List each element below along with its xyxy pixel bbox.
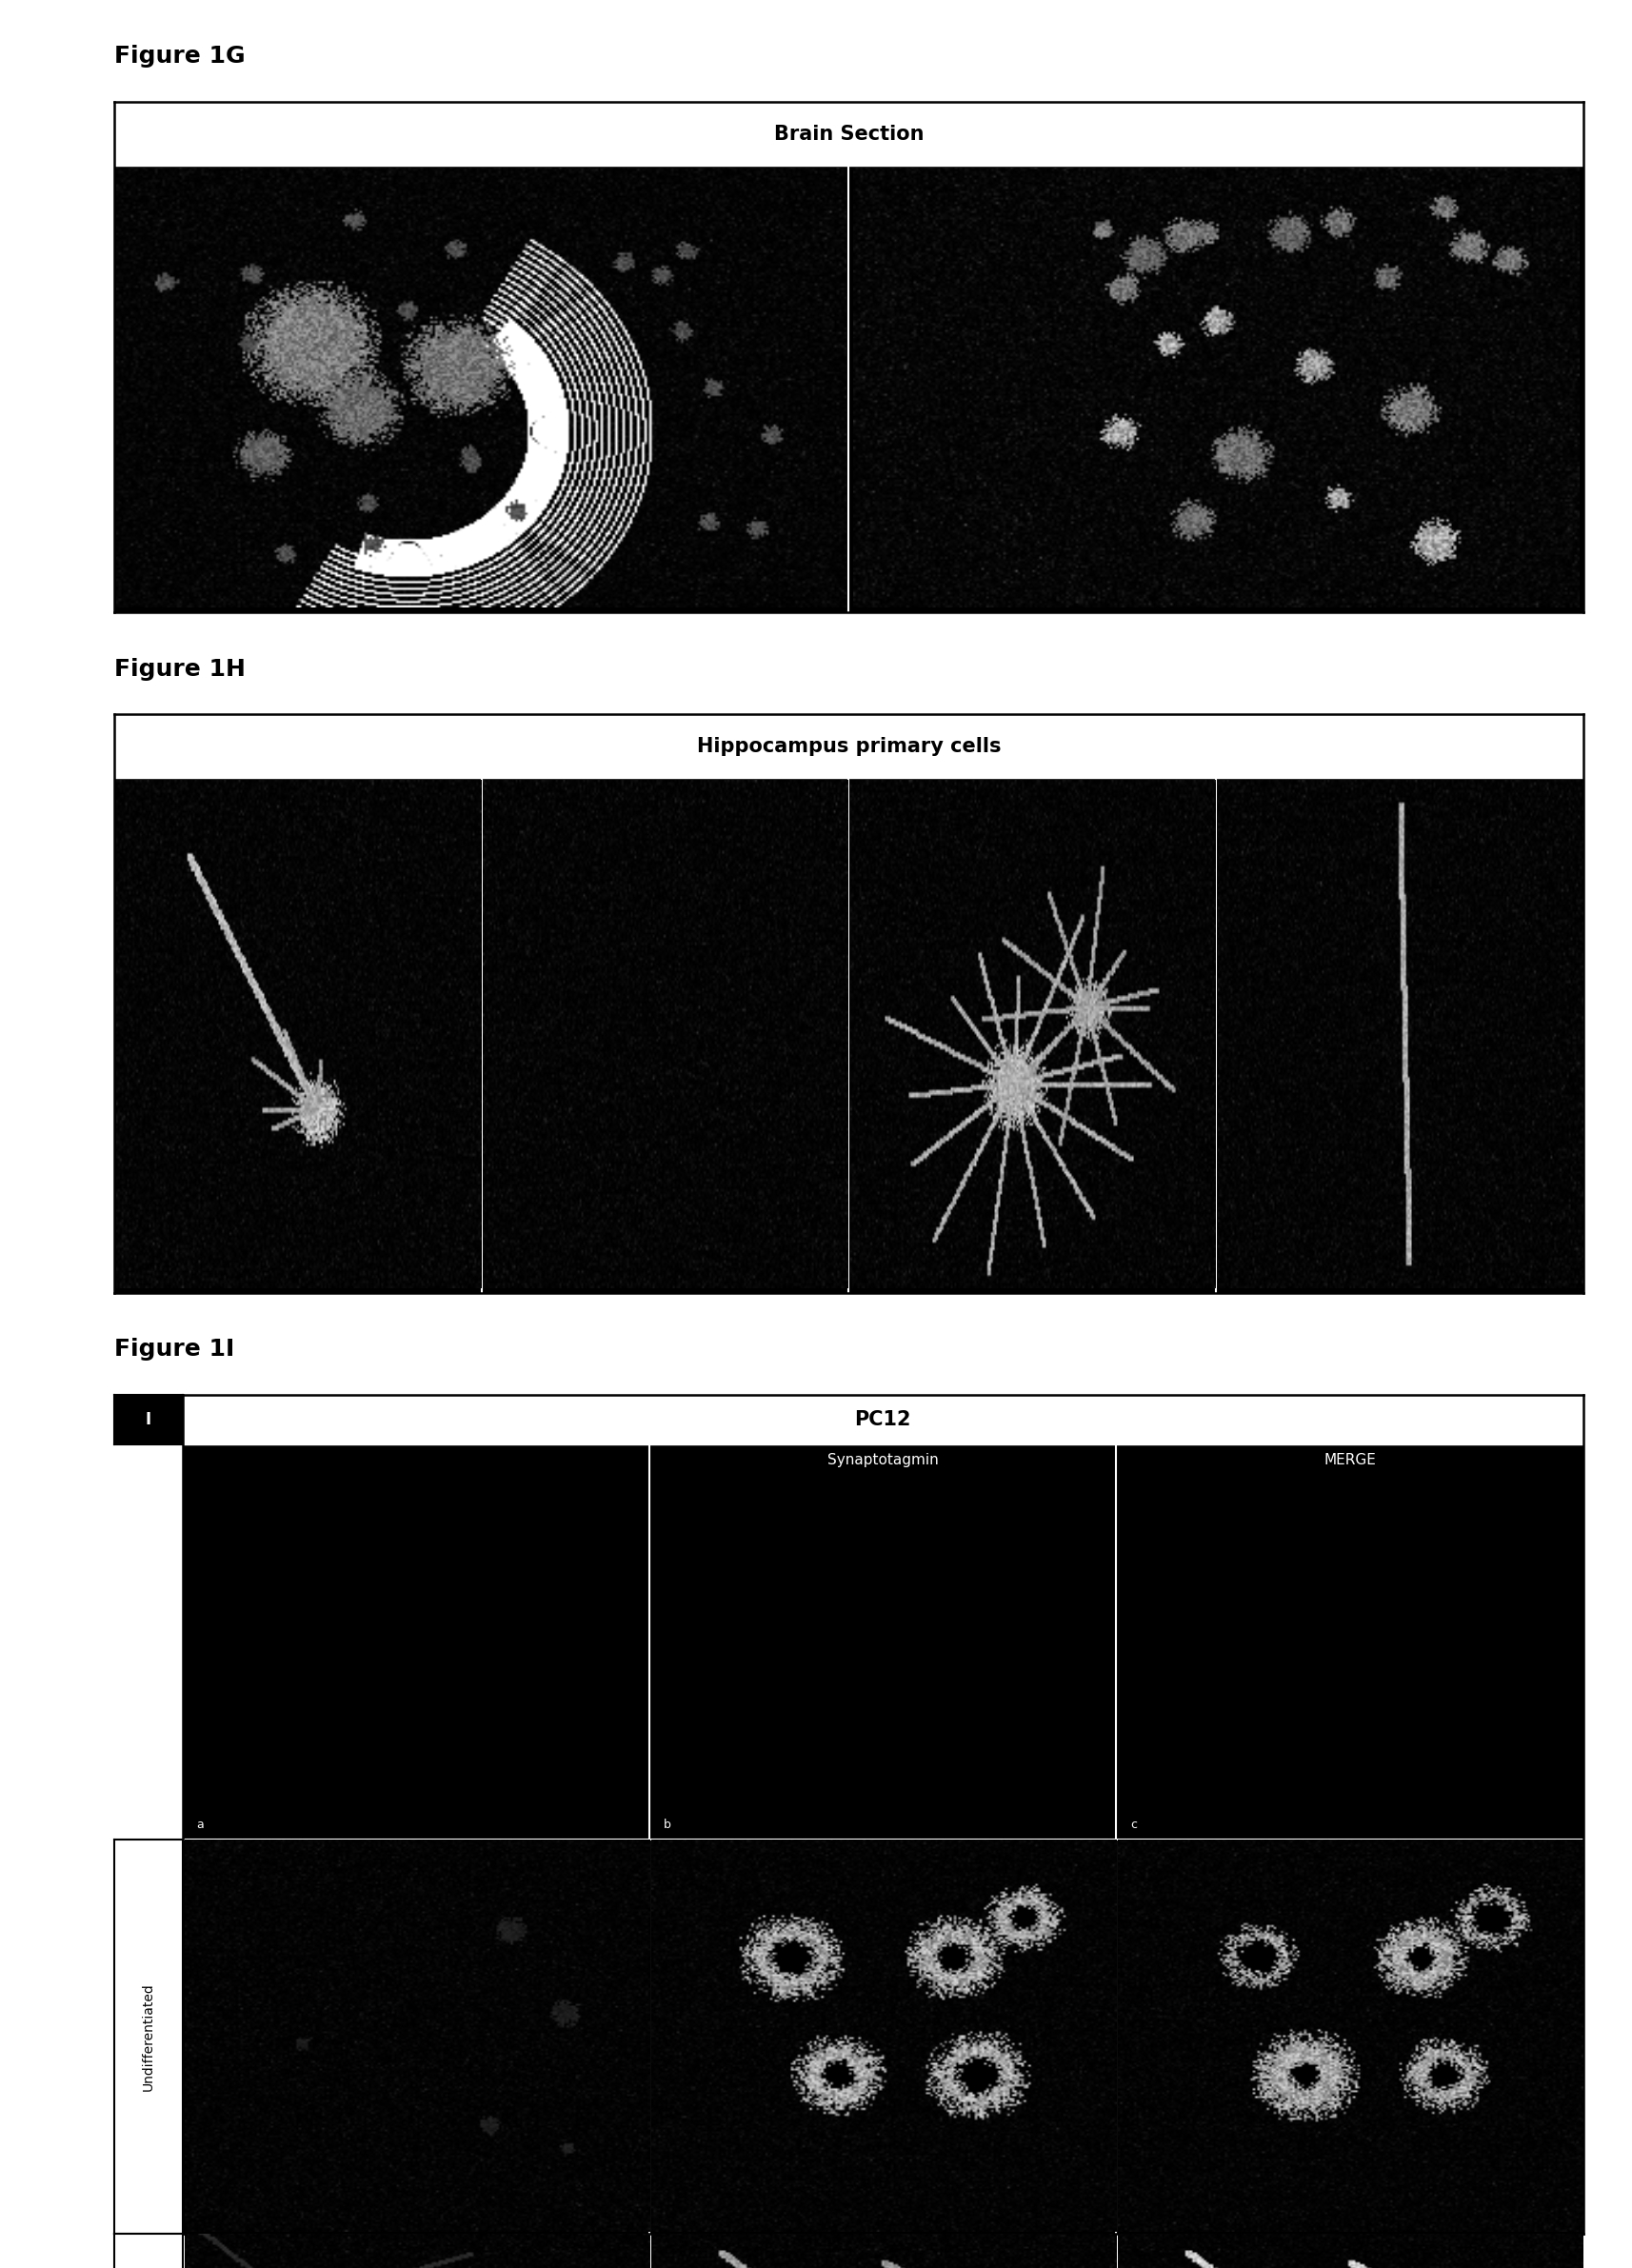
Text: a: a	[129, 590, 137, 603]
Bar	[114, 714, 1583, 778]
Text: b: b	[664, 1819, 671, 1830]
Bar	[183, 1395, 1583, 1445]
Text: /BARP: /BARP	[129, 794, 170, 805]
Text: c: c	[863, 1268, 870, 1281]
Text: H/BARP: H/BARP	[496, 794, 547, 805]
Text: c: c	[1131, 1819, 1138, 1830]
Text: Figure 1G: Figure 1G	[114, 45, 245, 68]
Text: a': a'	[197, 2214, 207, 2225]
Text: Brain Section: Brain Section	[774, 125, 924, 143]
Text: Synaptotagmin: Synaptotagmin	[827, 1454, 938, 1467]
Text: a: a	[197, 1819, 204, 1830]
Text: MERGE: MERGE	[1324, 1454, 1376, 1467]
Text: b: b	[496, 1268, 504, 1281]
Text: 200μm: 200μm	[767, 592, 805, 603]
Text: Figure 1I: Figure 1I	[114, 1338, 235, 1361]
Bar	[114, 102, 1583, 166]
Text: c': c'	[1131, 2214, 1141, 2225]
Text: BARP   /12B1: BARP /12B1	[863, 794, 950, 805]
Text: I: I	[145, 1411, 152, 1429]
Text: PC12: PC12	[855, 1411, 911, 1429]
Text: a: a	[129, 1268, 137, 1281]
Text: Undifferentiated: Undifferentiated	[142, 1982, 155, 2091]
Text: BARP: BARP	[129, 179, 176, 195]
Text: b: b	[863, 590, 871, 603]
Text: b': b'	[664, 2214, 674, 2225]
Text: Figure 1H: Figure 1H	[114, 658, 245, 680]
Text: d: d	[1231, 1268, 1239, 1281]
Text: Hippocampus primary cells: Hippocampus primary cells	[697, 737, 1000, 755]
